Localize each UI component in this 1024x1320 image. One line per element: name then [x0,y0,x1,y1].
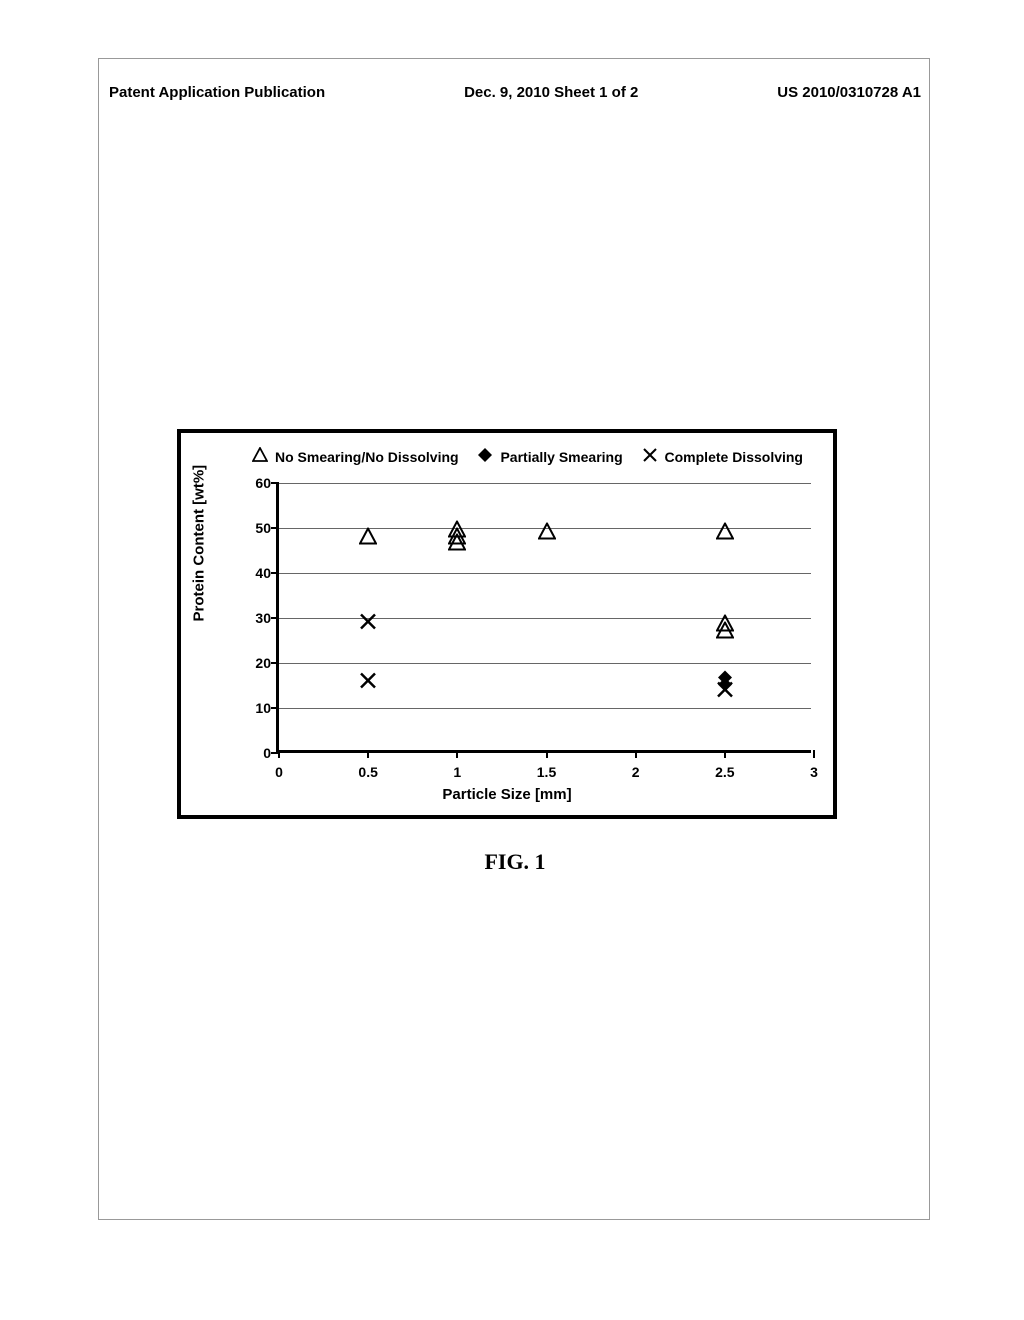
legend-label: Partially Smearing [500,449,622,465]
y-tick-label: 0 [239,745,271,761]
y-tick [271,707,279,709]
x-tick [456,750,458,758]
y-tick-label: 10 [239,700,271,716]
y-tick-label: 30 [239,610,271,626]
x-tick-label: 1.5 [537,764,556,780]
header-left: Patent Application Publication [109,84,325,101]
header-center: Dec. 9, 2010 Sheet 1 of 2 [464,84,638,101]
gridline [279,708,811,709]
y-tick [271,527,279,529]
y-tick [271,572,279,574]
header-right: US 2010/0310728 A1 [777,84,921,101]
y-tick [271,482,279,484]
y-tick-label: 60 [239,475,271,491]
x-tick [367,750,369,758]
chart-legend: No Smearing/No Dissolving Partially Smea… [251,447,803,466]
legend-item-diamond: Partially Smearing [476,447,622,466]
y-axis-label: Protein Content [wt%] [191,465,208,622]
x-tick-label: 0.5 [358,764,377,780]
page-frame: Patent Application Publication Dec. 9, 2… [98,58,930,1220]
x-tick-label: 2.5 [715,764,734,780]
x-tick-label: 0 [275,764,283,780]
legend-item-x: Complete Dissolving [641,447,803,466]
y-tick-label: 40 [239,565,271,581]
y-tick-label: 20 [239,655,271,671]
x-tick-label: 2 [632,764,640,780]
data-point-triangle-open [538,523,556,546]
x-tick-label: 1 [453,764,461,780]
x-icon [641,448,659,465]
diamond-filled-icon [476,448,494,465]
legend-item-triangle: No Smearing/No Dissolving [251,447,459,466]
data-point-x [359,671,377,694]
legend-label: No Smearing/No Dissolving [275,449,459,465]
y-tick [271,617,279,619]
x-tick [635,750,637,758]
data-point-x [359,613,377,636]
page-header: Patent Application Publication Dec. 9, 2… [99,84,931,101]
y-tick-label: 50 [239,520,271,536]
gridline [279,663,811,664]
x-tick [813,750,815,758]
data-point-triangle-open [359,527,377,550]
data-point-x [716,680,734,703]
gridline [279,483,811,484]
plot-area: 010203040506000.511.522.53 [276,483,811,753]
gridline [279,573,811,574]
data-point-triangle-open [716,615,734,638]
triangle-open-icon [251,447,269,466]
x-tick [278,750,280,758]
chart-container: No Smearing/No Dissolving Partially Smea… [177,429,837,819]
data-point-triangle-open [448,534,466,557]
legend-label: Complete Dissolving [665,449,803,465]
x-axis-label: Particle Size [mm] [181,786,833,803]
x-tick [724,750,726,758]
data-point-triangle-open [716,523,734,546]
x-tick [546,750,548,758]
figure-caption: FIG. 1 [99,849,931,875]
x-tick-label: 3 [810,764,818,780]
y-tick [271,662,279,664]
